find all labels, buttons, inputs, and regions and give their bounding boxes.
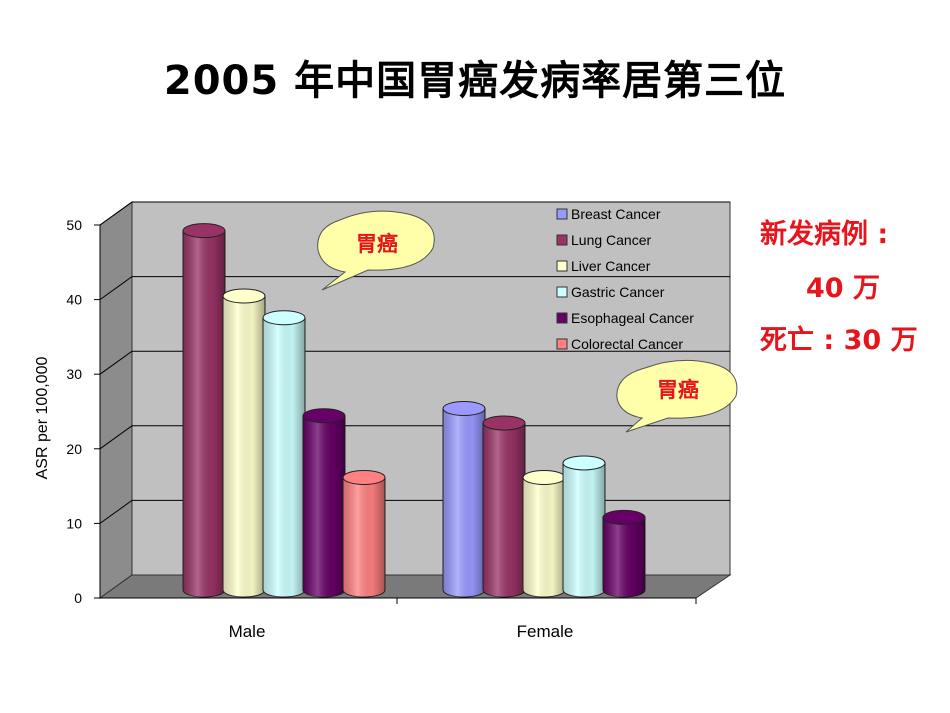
y-tick-label: 40 [66,292,82,308]
y-tick-label: 0 [74,590,82,606]
legend-label: Breast Cancer [571,206,661,222]
legend-label: Lung Cancer [571,232,652,248]
y-tick-label: 50 [66,217,82,233]
legend-swatch [556,208,568,220]
x-category-label: Female [517,622,574,641]
legend-label: Colorectal Cancer [571,336,683,352]
deaths-label: 死亡 : 30 万 [760,325,918,356]
bar-liver-cancer-female [522,469,566,598]
bar-esophageal-cancer-male [302,408,346,598]
page-title: 2005 年中国胃癌发病率居第三位 [163,58,787,104]
legend-item: Esophageal Cancer [556,310,694,326]
bar-lung-cancer-male [182,223,226,598]
legend-swatch [556,286,568,298]
callout-label-male: 胃癌 [356,232,398,256]
legend-swatch [556,338,568,350]
callout-bubble-female: 胃癌 [616,359,738,433]
side-wall [99,201,133,599]
bar-breast-cancer-female [442,401,486,598]
callout-bubble-male: 胃癌 [317,210,435,291]
legend-item: Gastric Cancer [556,284,665,300]
x-category-label: Male [229,622,266,641]
legend-item: Breast Cancer [556,206,661,222]
legend-swatch [556,312,568,324]
legend-item: Lung Cancer [556,232,652,248]
new-cases-value: 40 万 [806,273,880,304]
gridline [99,201,730,226]
legend-label: Gastric Cancer [571,284,665,300]
bar-lung-cancer-female [482,415,526,598]
legend-item: Colorectal Cancer [556,336,683,352]
bar-gastric-cancer-male [262,310,306,598]
legend-label: Liver Cancer [571,258,651,274]
legend-swatch [556,260,568,272]
bar-esophageal-cancer-female [602,509,646,598]
legend-label: Esophageal Cancer [571,310,694,326]
y-tick-label: 20 [66,441,82,457]
y-axis-label: ASR per 100,000 [34,357,51,480]
bar-gastric-cancer-female [562,455,606,598]
callout-label-female: 胃癌 [657,378,699,402]
gridline [99,276,730,301]
gridline [99,350,730,375]
bar-colorectal-cancer-male [342,469,386,598]
gridline [99,425,730,450]
y-tick-label: 10 [66,515,82,531]
bar-liver-cancer-male [222,288,266,598]
legend-item: Liver Cancer [556,258,651,274]
new-cases-label: 新发病例 : [760,219,889,250]
legend-swatch [556,234,568,246]
y-tick-label: 30 [66,366,82,382]
